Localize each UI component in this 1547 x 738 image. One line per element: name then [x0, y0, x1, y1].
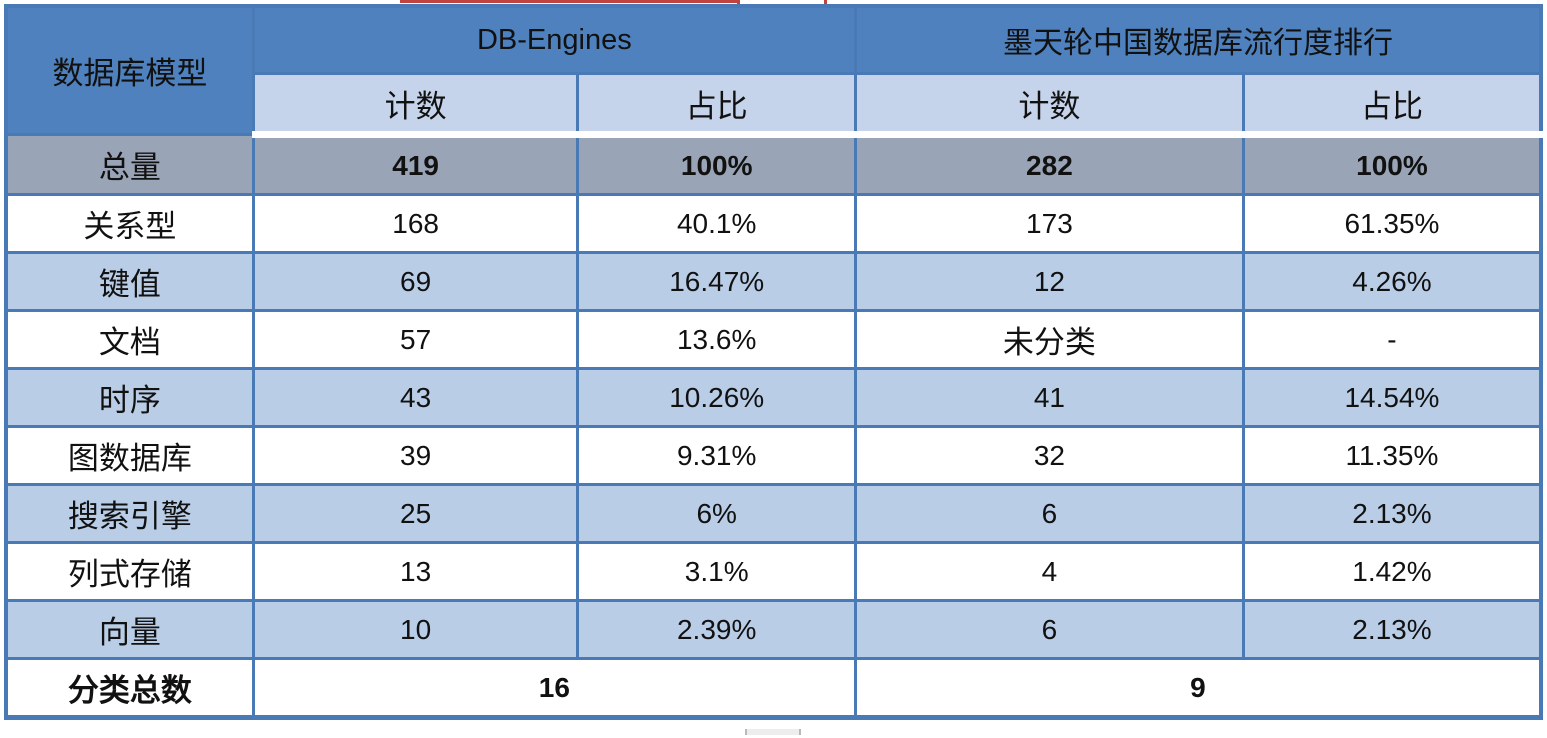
cell-mtl-share: 2.13%	[1241, 483, 1543, 544]
cell-mtl-share: 100%	[1241, 133, 1543, 196]
row-label: 键值	[4, 251, 255, 312]
table-row: 图数据库 39 9.31% 32 11.35%	[4, 425, 1543, 486]
cell-mtl-count: 6	[853, 599, 1245, 660]
cell-db-share: 6%	[576, 483, 857, 544]
cell-db-share: 2.39%	[576, 599, 857, 660]
column-header-mtl-share: 占比	[1241, 72, 1543, 138]
row-label: 时序	[4, 367, 255, 428]
cell-mtl-count: 282	[853, 133, 1245, 196]
table-row-category-totals: 分类总数 16 9	[4, 657, 1543, 719]
cell-mtl-category-total: 9	[853, 657, 1543, 719]
cell-db-share: 40.1%	[576, 193, 857, 254]
row-label: 关系型	[4, 193, 255, 254]
cell-mtl-count: 4	[853, 541, 1245, 602]
cell-mtl-share: 14.54%	[1241, 367, 1543, 428]
column-header-database-model: 数据库模型	[4, 4, 255, 136]
column-group-db-engines: DB-Engines	[251, 4, 857, 75]
cell-db-count: 10	[251, 599, 580, 660]
column-header-mtl-count: 计数	[853, 72, 1245, 138]
cell-db-count: 39	[251, 425, 580, 486]
table-header-row: 数据库模型 DB-Engines 墨天轮中国数据库流行度排行	[4, 4, 1543, 136]
row-label: 文档	[4, 309, 255, 370]
cell-db-count: 69	[251, 251, 580, 312]
cell-mtl-share: 1.42%	[1241, 541, 1543, 602]
cell-mtl-count: 41	[853, 367, 1245, 428]
table-row: 搜索引擎 25 6% 6 2.13%	[4, 483, 1543, 544]
cell-mtl-share: -	[1241, 309, 1543, 370]
cell-mtl-count: 173	[853, 193, 1245, 254]
cell-db-count: 43	[251, 367, 580, 428]
cell-mtl-share: 11.35%	[1241, 425, 1543, 486]
cell-db-share: 3.1%	[576, 541, 857, 602]
cell-db-share: 16.47%	[576, 251, 857, 312]
cell-mtl-share: 4.26%	[1241, 251, 1543, 312]
table-row: 关系型 168 40.1% 173 61.35%	[4, 193, 1543, 254]
red-tick-artifact	[824, 0, 827, 5]
cell-mtl-share: 61.35%	[1241, 193, 1543, 254]
table-row: 向量 10 2.39% 6 2.13%	[4, 599, 1543, 660]
cell-mtl-count: 6	[853, 483, 1245, 544]
row-label: 图数据库	[4, 425, 255, 486]
column-header-db-share: 占比	[576, 72, 857, 138]
cell-db-category-total: 16	[251, 657, 857, 719]
table-row: 列式存储 13 3.1% 4 1.42%	[4, 541, 1543, 602]
row-label: 向量	[4, 599, 255, 660]
table-row: 时序 43 10.26% 41 14.54%	[4, 367, 1543, 428]
row-label: 分类总数	[4, 657, 255, 719]
red-underline-artifact	[400, 0, 737, 3]
cell-db-share: 10.26%	[576, 367, 857, 428]
table-row: 键值 69 16.47% 12 4.26%	[4, 251, 1543, 312]
table-subheader-row: 计数 占比 计数 占比	[6, 72, 1543, 138]
row-label: 搜索引擎	[4, 483, 255, 544]
scrollbar-fragment	[745, 729, 801, 735]
database-model-comparison-table: 数据库模型 DB-Engines 墨天轮中国数据库流行度排行 计数 占比 计数 …	[4, 4, 1543, 720]
cell-db-share: 9.31%	[576, 425, 857, 486]
column-group-motianlun: 墨天轮中国数据库流行度排行	[853, 4, 1543, 75]
cell-db-count: 168	[251, 193, 580, 254]
cell-db-count: 57	[251, 309, 580, 370]
cell-db-count: 13	[251, 541, 580, 602]
cell-mtl-share: 2.13%	[1241, 599, 1543, 660]
cell-db-share: 100%	[576, 133, 857, 196]
cell-mtl-count: 32	[853, 425, 1245, 486]
table-row-total: 总量 419 100% 282 100%	[4, 133, 1543, 196]
cell-db-share: 13.6%	[576, 309, 857, 370]
column-header-db-count: 计数	[251, 72, 580, 138]
row-label: 列式存储	[4, 541, 255, 602]
cell-mtl-count: 未分类	[853, 309, 1245, 370]
cell-db-count: 419	[251, 133, 580, 196]
cell-db-count: 25	[251, 483, 580, 544]
red-tick-artifact	[737, 0, 740, 5]
cell-mtl-count: 12	[853, 251, 1245, 312]
table-row: 文档 57 13.6% 未分类 -	[4, 309, 1543, 370]
row-label: 总量	[4, 133, 255, 196]
